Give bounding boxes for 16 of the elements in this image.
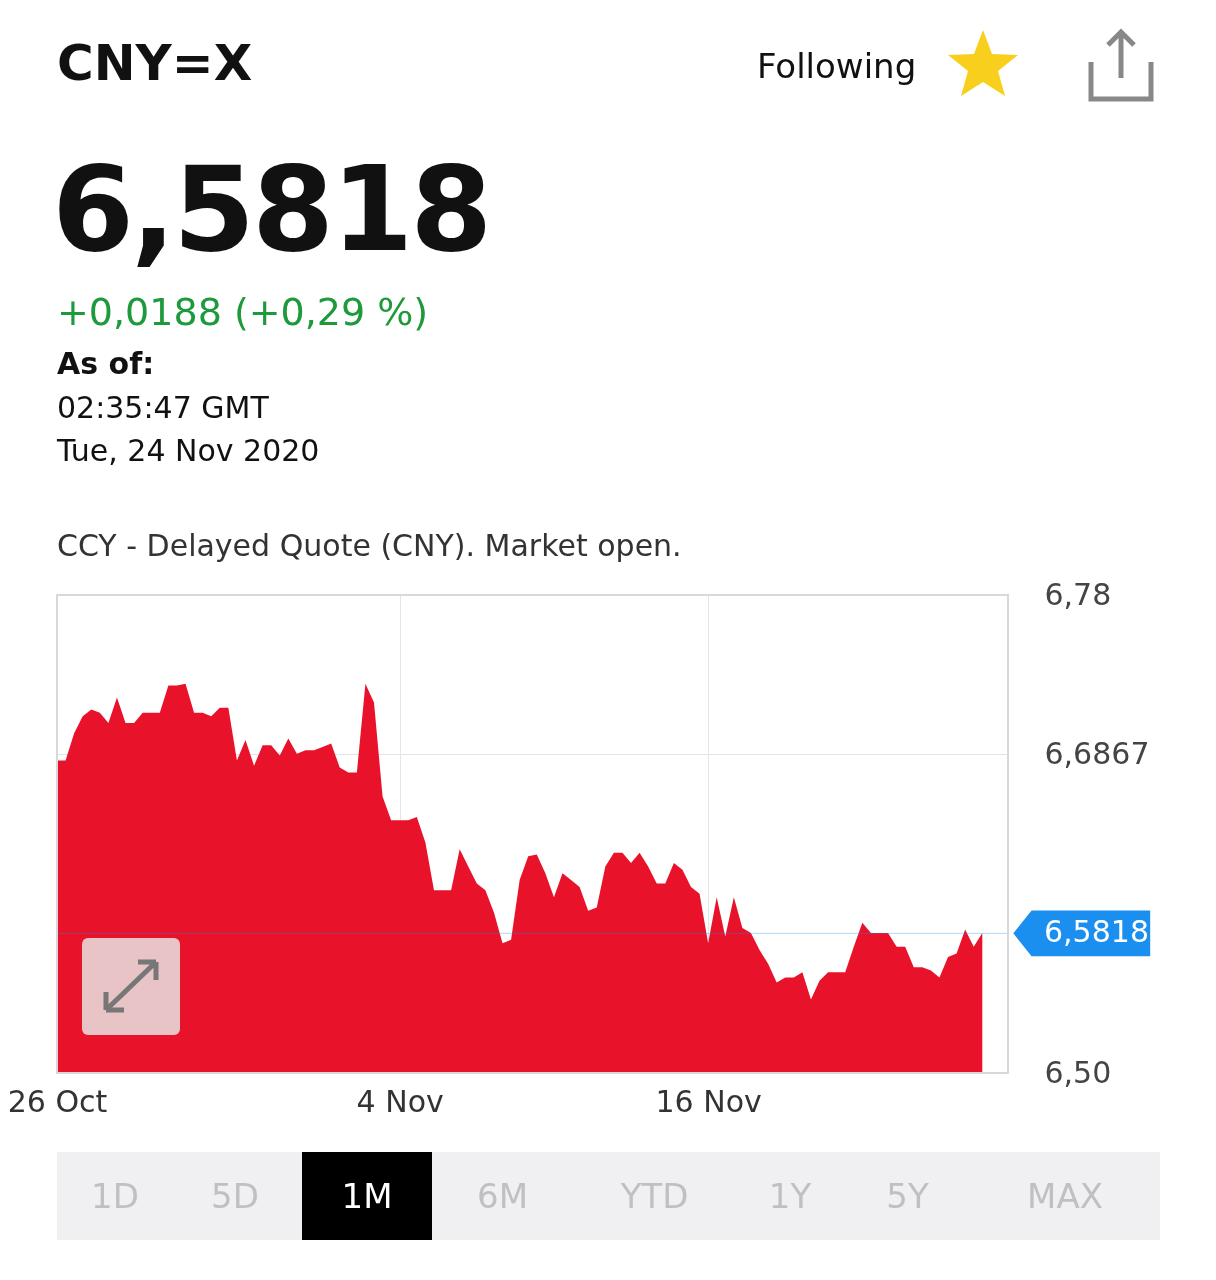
x-tick-label: 16 Nov xyxy=(655,1083,762,1119)
y-tick-label: 6,78 xyxy=(1044,576,1112,612)
y-tick-label: 6,50 xyxy=(1044,1054,1112,1090)
text: Following xyxy=(757,46,917,86)
text: Tue, 24 Nov 2020 xyxy=(57,433,320,468)
text: +0,0188 (+0,29 %) xyxy=(57,290,429,334)
text: As of: xyxy=(57,346,155,381)
x-tick-label: 26 Oct xyxy=(7,1083,108,1119)
text: 02:35:47 GMT xyxy=(57,390,269,425)
text: CCY - Delayed Quote (CNY). Market open. xyxy=(57,528,682,563)
chart-title: CNY=X xyxy=(57,34,253,92)
y-tick-label: 6,6867 xyxy=(1044,735,1150,771)
x-tick-label: 4 Nov xyxy=(356,1083,444,1119)
ref-line-label: 6,5818 xyxy=(1044,914,1149,950)
text: 1M xyxy=(340,1176,394,1216)
text: 6,5818 xyxy=(52,140,490,278)
